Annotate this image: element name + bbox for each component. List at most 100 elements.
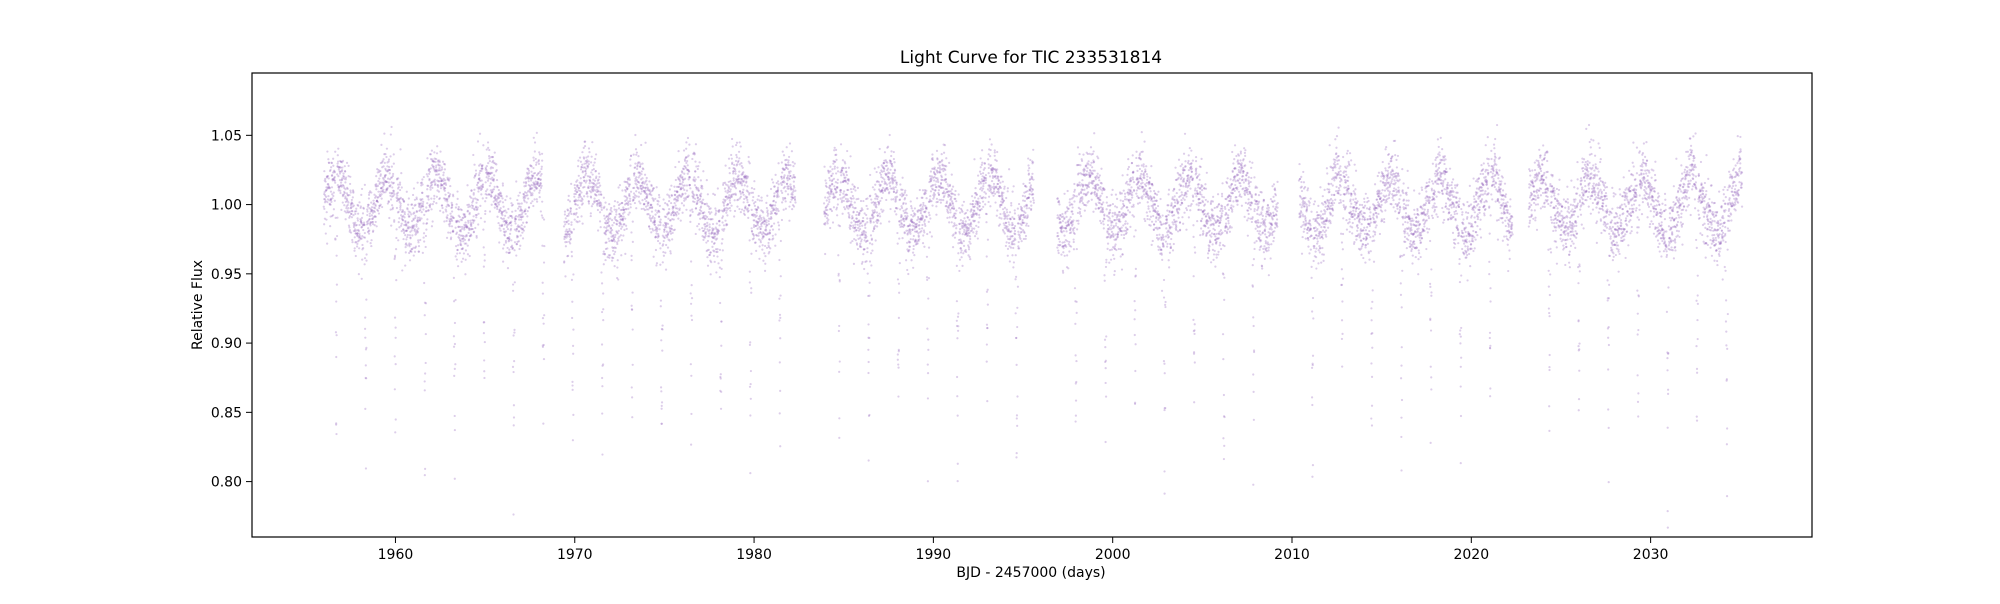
data-point (751, 191, 755, 194)
data-point (645, 179, 648, 182)
data-point (451, 230, 454, 233)
data-point (850, 197, 853, 200)
data-point (539, 210, 542, 213)
data-point (603, 205, 606, 208)
data-point (431, 165, 435, 168)
data-point (337, 187, 341, 190)
data-point (1062, 230, 1065, 233)
data-point (483, 220, 486, 223)
data-point (658, 215, 661, 218)
data-point (746, 198, 749, 202)
data-point (503, 243, 506, 246)
data-point (690, 314, 693, 317)
data-point (442, 179, 445, 182)
data-point (418, 204, 421, 207)
data-point (341, 183, 344, 187)
data-point (638, 200, 641, 203)
data-point (333, 176, 336, 180)
data-point (424, 210, 427, 213)
data-point (440, 166, 444, 169)
data-point (366, 203, 370, 206)
data-point (988, 195, 991, 198)
data-point (783, 174, 786, 177)
data-point (382, 184, 386, 187)
data-point (479, 169, 482, 173)
data-point (966, 216, 969, 219)
data-point (868, 260, 872, 263)
data-point (326, 176, 329, 179)
data-point (743, 209, 746, 212)
data-point (750, 230, 754, 233)
data-point (362, 206, 365, 210)
data-point (867, 348, 870, 351)
data-point (368, 217, 371, 221)
data-point (727, 157, 731, 160)
data-point (381, 181, 385, 184)
data-point (423, 389, 426, 392)
data-point (1025, 222, 1028, 225)
data-point (570, 223, 573, 226)
data-point (598, 220, 602, 223)
data-point (613, 200, 617, 203)
data-point (388, 184, 391, 188)
data-point (487, 146, 490, 149)
data-point (339, 160, 343, 163)
data-point (395, 206, 398, 210)
data-point (366, 240, 369, 243)
data-point (716, 187, 719, 190)
data-point (386, 170, 389, 173)
data-point (953, 236, 957, 239)
data-point (748, 281, 751, 284)
data-point (1063, 254, 1066, 257)
data-point (461, 217, 464, 220)
data-point (588, 151, 591, 154)
data-point (698, 228, 701, 231)
data-point (824, 179, 827, 182)
data-point (874, 239, 877, 242)
data-point (527, 172, 531, 175)
data-point (452, 335, 456, 338)
data-point (357, 273, 360, 276)
data-point (343, 190, 346, 193)
data-point (587, 155, 590, 158)
data-point (921, 242, 925, 245)
data-point (586, 192, 589, 195)
data-point (721, 221, 724, 224)
data-point (1017, 202, 1021, 206)
data-point (388, 191, 392, 194)
data-point (418, 218, 422, 221)
data-point (434, 166, 438, 169)
data-point (398, 226, 401, 229)
data-point (368, 222, 372, 225)
data-point (694, 178, 697, 181)
data-point (611, 259, 614, 262)
data-point (1003, 210, 1006, 214)
data-point (562, 225, 566, 228)
data-point (419, 238, 422, 242)
data-point (589, 212, 592, 215)
data-point (498, 227, 501, 230)
data-point (600, 208, 603, 211)
data-point (729, 190, 732, 193)
data-point (432, 179, 435, 183)
data-point (389, 194, 392, 197)
data-point (662, 243, 665, 246)
data-point (344, 176, 348, 179)
data-point (711, 222, 715, 226)
data-point (1001, 180, 1004, 183)
data-point (728, 199, 731, 202)
data-point (353, 229, 357, 233)
data-point (783, 168, 786, 171)
data-point (457, 225, 460, 228)
data-point (841, 169, 844, 172)
data-point (1057, 249, 1060, 252)
data-point (909, 241, 912, 244)
data-point (640, 190, 643, 193)
data-point (435, 169, 438, 173)
data-point (978, 204, 981, 208)
data-point (440, 179, 443, 183)
data-point (391, 186, 394, 189)
data-point (429, 167, 432, 170)
data-point (373, 210, 376, 213)
data-point (569, 237, 572, 241)
